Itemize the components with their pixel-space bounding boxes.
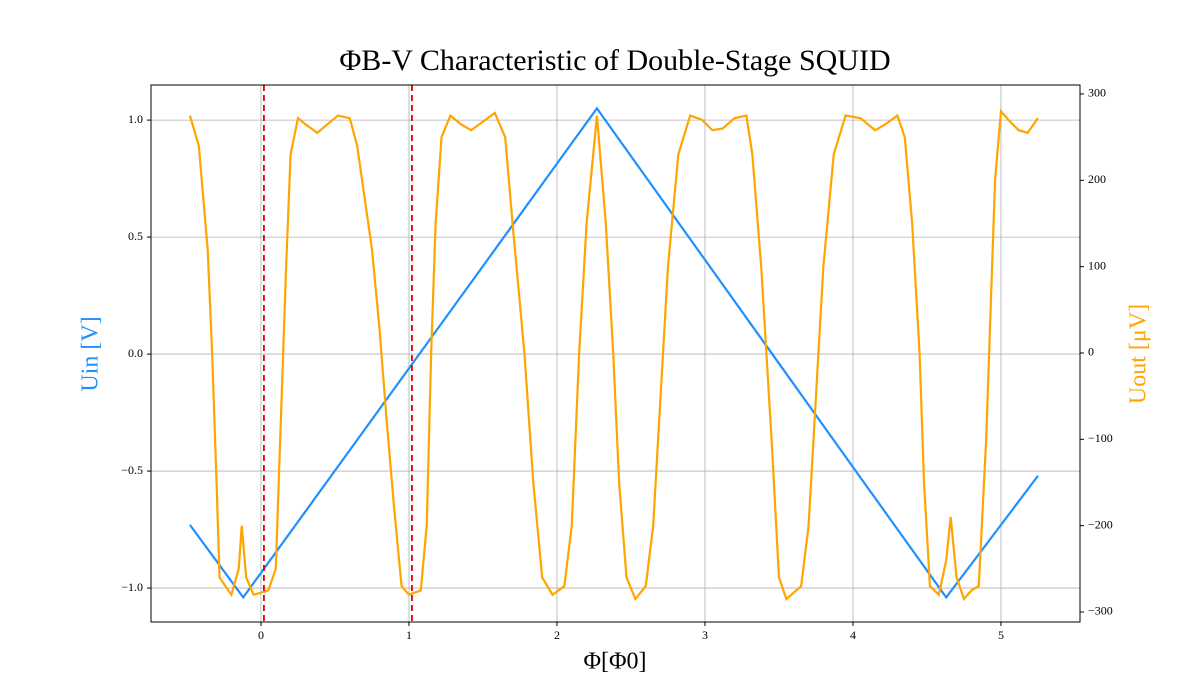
y-axis-label: Uin [V]: [78, 316, 104, 391]
y2-axis-label: Uout [μV]: [1126, 304, 1152, 404]
x-tick-label: 2: [554, 628, 560, 642]
y2-tick-label: 300: [1088, 86, 1106, 100]
x-tick-label: 1: [406, 628, 412, 642]
y2-tick-label: −100: [1088, 431, 1113, 445]
y-tick-label: 1.0: [128, 112, 143, 126]
y2-tick-label: −200: [1088, 517, 1113, 531]
y-tick-label: 0.0: [128, 346, 143, 360]
y-tick-label: 0.5: [128, 229, 143, 243]
y2-tick-label: 0: [1088, 345, 1094, 359]
data-line: [188, 108, 1039, 602]
y2-tick-label: 200: [1088, 172, 1106, 186]
y2-tick-label: 100: [1088, 258, 1106, 272]
y-tick-label: −0.5: [121, 463, 143, 477]
y-tick-label: −1.0: [121, 580, 143, 594]
y2-tick-label: −300: [1088, 604, 1113, 618]
chart-title: ΦB-V Characteristic of Double-Stage SQUI…: [339, 44, 890, 77]
x-tick-label: 4: [850, 628, 856, 642]
x-axis-label: Φ[Φ0]: [583, 649, 646, 675]
plot-frame: [150, 84, 1081, 623]
x-tick-label: 0: [258, 628, 264, 642]
x-tick-label: 3: [702, 628, 708, 642]
x-tick-label: 5: [998, 628, 1004, 642]
